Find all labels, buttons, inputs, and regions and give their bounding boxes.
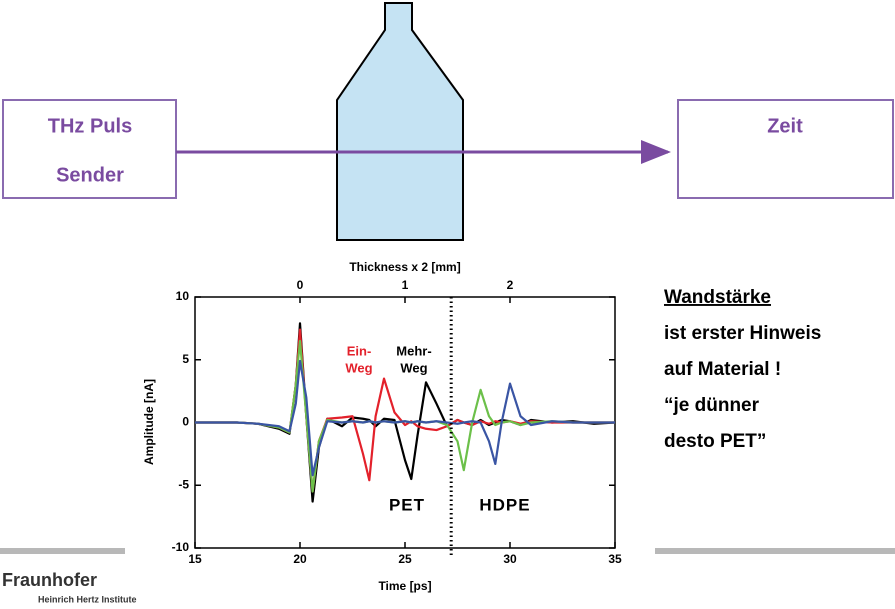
note-line: “je dünner [664,395,760,416]
logo-name: Fraunhofer [2,570,97,590]
receiver-label: Zeit [767,115,803,137]
x-tick-label: 30 [503,552,517,566]
annotation: Ein- [347,343,372,358]
note-line: ist erster Hinweis [664,323,821,344]
x2-tick-label: 0 [297,278,304,292]
y-tick-label: 10 [176,289,190,303]
x2-tick-label: 2 [507,278,514,292]
x-tick-label: 35 [608,552,622,566]
y-tick-label: -10 [172,540,190,554]
y-tick-label: 0 [182,415,189,429]
receiver-box [677,99,894,199]
series-line [195,359,615,477]
x-axis-title: Time [ps] [378,579,431,593]
annotation: Weg [400,360,427,375]
note-line: desto PET” [664,431,766,452]
x2-tick-label: 1 [402,278,409,292]
note-line: auf Material ! [664,359,781,380]
plot: -10 -5 0 5 10 15 20 25 30 35 0 1 2 Ein- Weg Mehr- Weg PET… [172,278,622,566]
note-heading: Wandstärke [664,287,771,308]
x-tick-label: 20 [293,552,307,566]
annotation: Mehr- [396,343,431,358]
x-tick-label: 25 [398,552,412,566]
footer-bar [0,548,125,554]
x2-axis-title: Thickness x 2 [mm] [349,260,460,274]
sender-label: Sender [56,164,124,186]
annotation: Weg [345,360,372,375]
x-tick-label: 15 [188,552,202,566]
annotation: HDPE [479,495,530,514]
sender-box [2,99,177,199]
y-tick-label: 5 [182,352,189,366]
sender-label: THz Puls [48,115,132,137]
footer-bar [655,548,895,554]
y-axis-title: Amplitude [nA] [142,379,156,465]
y-tick-label: -5 [178,477,189,491]
annotation: PET [389,495,425,514]
logo-institute: Heinrich Hertz Institute [38,594,137,604]
bottle [336,2,464,241]
